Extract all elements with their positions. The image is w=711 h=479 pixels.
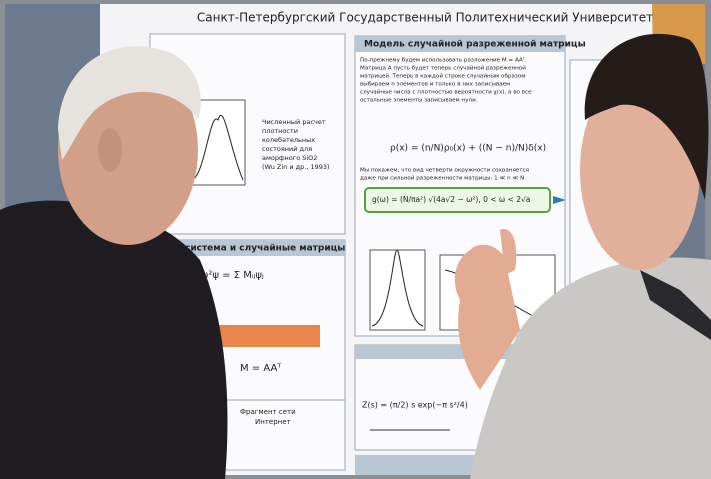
text-line: даже при сильной разреженности матрицы: … [360,175,524,182]
formula: M = AAᵀ [240,363,281,374]
fragment-label: Фрагмент сети [240,408,296,416]
caption-line: Численный расчет [262,118,326,126]
text-line: Мы покажем, что вид четверти окружности … [360,168,529,174]
formula: g(ω) = (N/πa²) √(4a√2 − ω²), 0 < ω < 2√a [372,195,530,204]
caption-line: аморфного SiO2 [262,154,317,162]
plot [370,250,425,330]
formula: ρ(x) = (n/N)ρ₀(x) + ((N − n)/N)δ(x) [390,144,546,154]
left-heading: ая система и случайные матрицы [170,244,345,254]
text-line: По-прежнему будем использовать разложени… [360,57,527,64]
formula: ω²ψ = Σ Mᵢⱼψⱼ [200,270,264,281]
caption-line: (Wu Zin и др., 1993) [262,163,330,171]
ear [98,128,122,172]
text-line: матрицей. Теперь в каждой строке случайн… [360,73,526,80]
caption-line: состояний для [262,145,312,153]
fragment-label: Интернет [255,418,291,426]
formula: Z(s) = (π/2) s exp(−π s²/4) [362,401,468,410]
text-line: случайные числа с плотностью вероятности… [360,89,532,96]
highlight-box [210,325,320,347]
text-line: Матрица A пусть будет теперь случайной р… [360,65,526,72]
photo: Санкт-Петербургский Государственный Поли… [0,0,711,479]
right-heading: Модель случайной разреженной матрицы [364,40,586,50]
caption-line: колебательных [262,136,315,144]
caption-line: плотности [262,127,298,135]
text-line: остальные элементы записываем нули. [360,98,478,104]
poster-title: Санкт-Петербургский Государственный Поли… [197,11,653,25]
text-line: выбираем n элементов и только в них запи… [360,82,510,88]
